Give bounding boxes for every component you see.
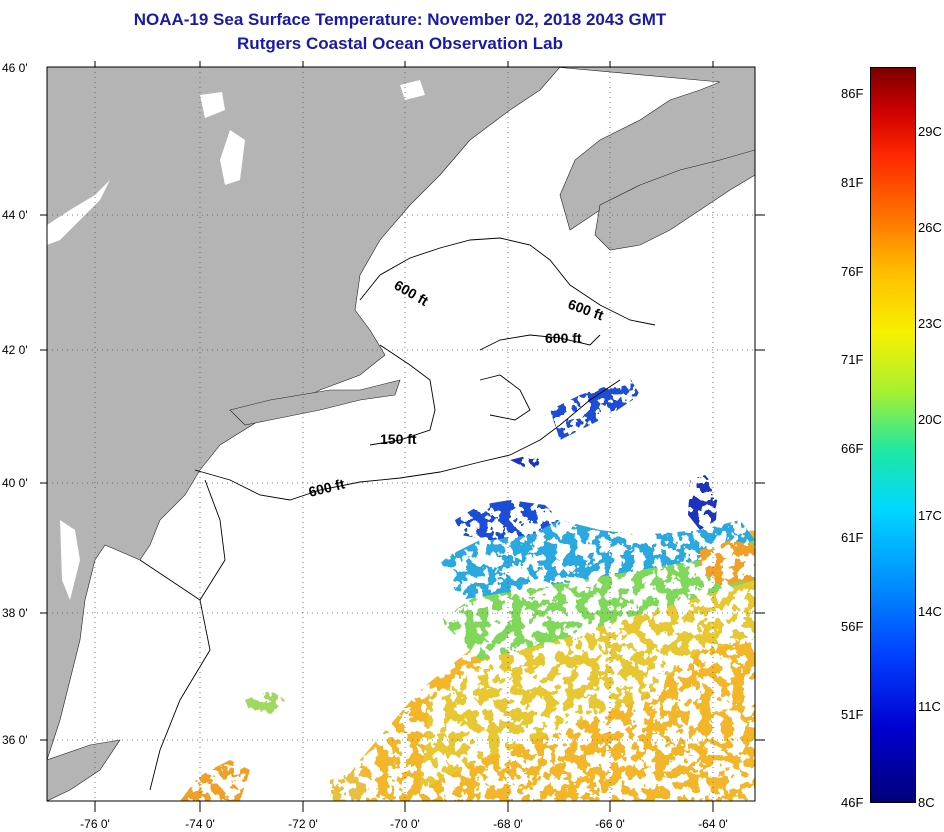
contour-label-150ft: 150 ft [380,431,417,447]
colorbar-c-label: 20C [918,412,942,427]
sst-data-layer [180,378,755,801]
lon-tick-label: -64 0' [698,817,728,831]
lat-tick-label: 38 0' [2,606,28,620]
colorbar-f-label: 56F [841,619,864,634]
colorbar-f-label: 71F [841,352,864,367]
lake-features [47,80,425,660]
colorbar-c-label: 23C [918,316,942,331]
colorbar-c-label: 17C [918,508,942,523]
axis-ticks [40,61,765,812]
contour-label-600ft-georges: 600 ft [545,330,582,346]
colorbar-f-label: 86F [841,86,864,101]
colorbar [870,67,916,803]
colorbar-c-label: 29C [918,124,942,139]
colorbar-f-label: 61F [841,530,864,545]
colorbar-gradient [870,67,916,803]
colorbar-f-label: 81F [841,175,864,190]
lon-tick-label: -66 0' [595,817,625,831]
colorbar-c-label: 14C [918,604,942,619]
colorbar-c-label: 26C [918,220,942,235]
colorbar-c-label: 8C [918,795,935,810]
lat-tick-label: 42 0' [2,343,28,357]
graticule [47,67,755,801]
lat-tick-label: 36 0' [2,733,28,747]
lon-tick-label: -72 0' [288,817,318,831]
lat-tick-label: 44 0' [2,208,28,222]
lat-tick-label: 40 0' [2,476,28,490]
lon-tick-label: -74 0' [185,817,215,831]
colorbar-c-label: 11C [918,699,941,714]
map-subtitle: Rutgers Coastal Ocean Observation Lab [237,34,563,53]
lat-tick-label: 46 0' [2,61,28,75]
colorbar-f-label: 76F [841,264,864,279]
lon-tick-label: -76 0' [80,817,110,831]
map-frame [46,66,756,802]
colorbar-f-label: 51F [841,707,864,722]
colorbar-f-label: 66F [841,441,864,456]
map-title: NOAA-19 Sea Surface Temperature: Novembe… [133,10,667,29]
lon-tick-label: -70 0' [390,817,420,831]
bathymetry-contours [139,237,656,791]
lon-tick-label: -68 0' [493,817,523,831]
land-mass [47,67,755,801]
colorbar-f-label: 46F [841,795,864,810]
